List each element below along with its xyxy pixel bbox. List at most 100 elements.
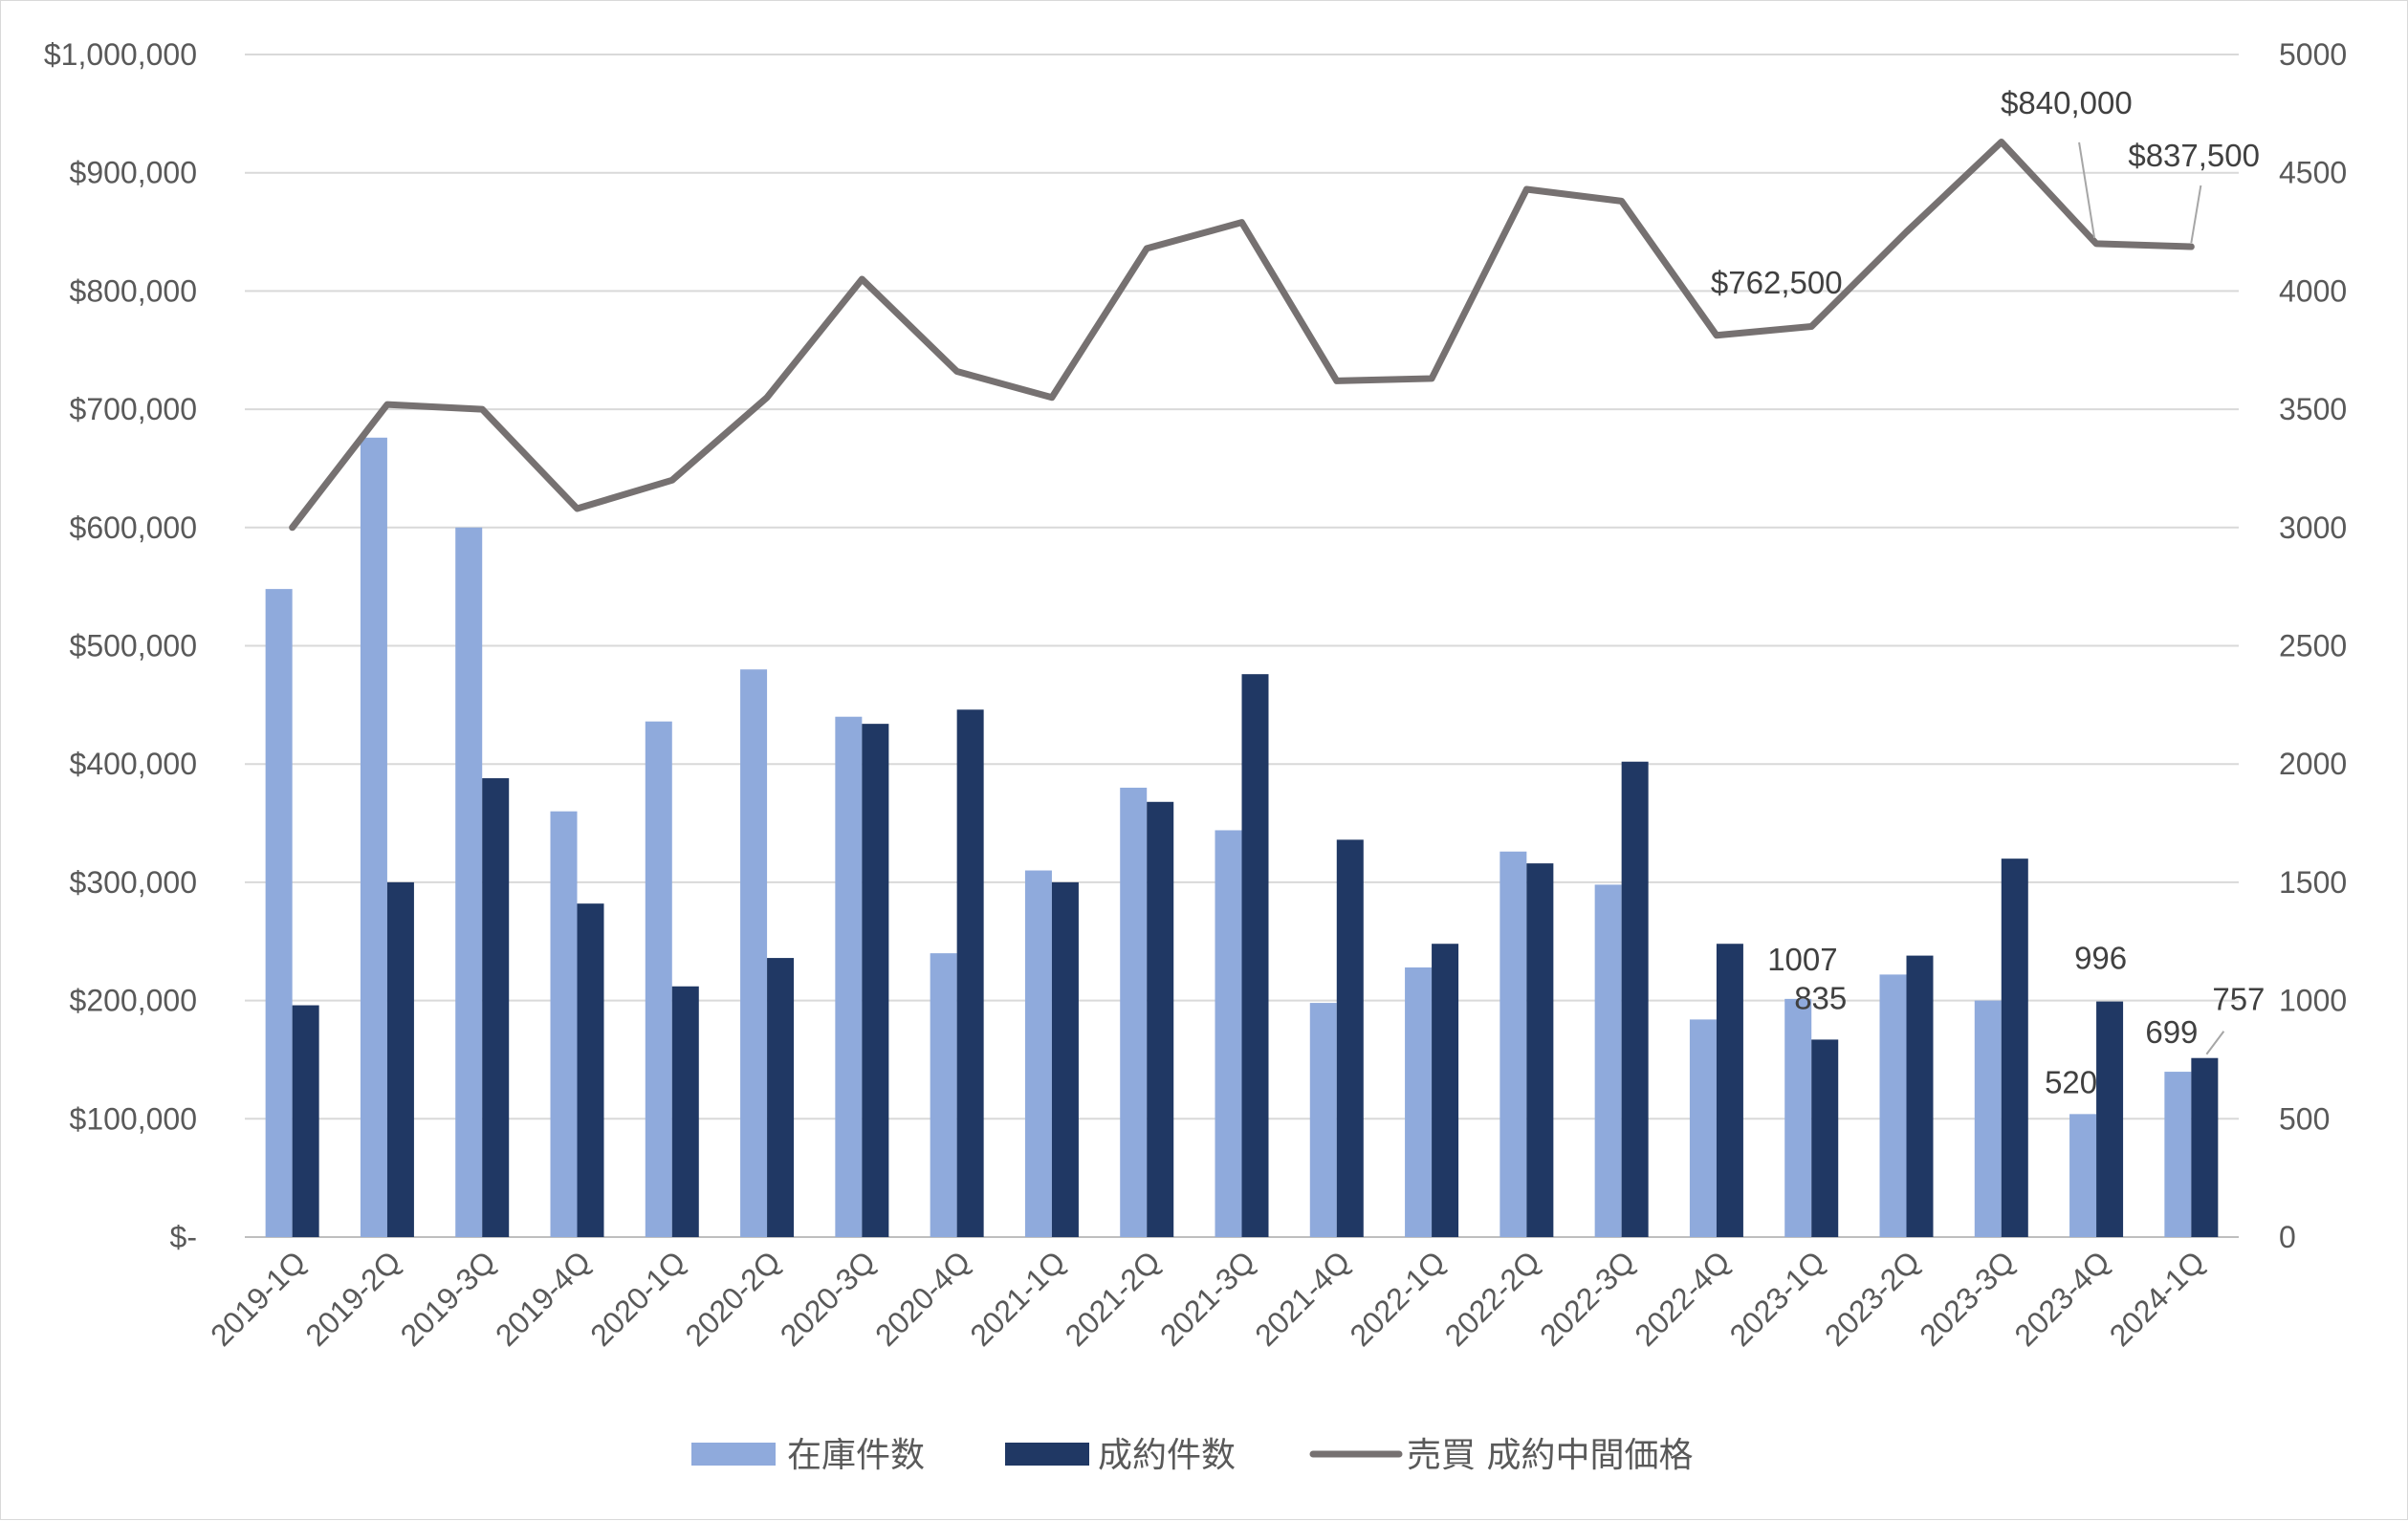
right-tick-label: 0	[2279, 1220, 2296, 1254]
data-label: 699	[2145, 1014, 2198, 1050]
x-tick-label: 2022-1Q	[1344, 1244, 1453, 1353]
bar-inventory-2019-3Q	[455, 527, 483, 1237]
x-tick-label: 2019-2Q	[298, 1244, 407, 1353]
legend-swatch	[691, 1443, 776, 1466]
x-tick-label: 2023-1Q	[1723, 1244, 1832, 1353]
price-point-2022-1Q	[1430, 377, 1434, 380]
price-point-2021-2Q	[1145, 247, 1149, 250]
x-axis-ticks: 2019-1Q2019-2Q2019-3Q2019-4Q2020-1Q2020-…	[204, 1244, 2211, 1353]
x-tick-label: 2021-2Q	[1059, 1244, 1168, 1353]
price-point-2023-2Q	[1905, 230, 1908, 234]
x-tick-label: 2023-2Q	[1818, 1244, 1927, 1353]
data-label: 835	[1794, 980, 1847, 1015]
bar-inventory-2021-3Q	[1215, 830, 1242, 1237]
right-axis-ticks: 0 500 1000 1500 2000 2500 3000 3500 4000 4500 5000	[2279, 37, 2347, 1254]
price-point-2019-4Q	[576, 507, 579, 511]
x-tick-label: 2024-1Q	[2103, 1244, 2212, 1353]
x-tick-label: 2021-1Q	[963, 1244, 1072, 1353]
left-axis-ticks: $- $100,000 $200,000 $300,000 $400,000 $500,0…	[44, 37, 197, 1254]
bar-inventory-2023-2Q	[1879, 974, 1907, 1237]
bar-inventory-2022-2Q	[1500, 851, 1527, 1237]
right-tick-label: 4500	[2279, 156, 2347, 190]
price-point-2022-2Q	[1524, 187, 1528, 191]
price-point-2020-4Q	[955, 370, 959, 374]
leader-line	[2078, 141, 2096, 239]
bar-inventory-2024-1Q	[2164, 1072, 2192, 1237]
legend-label: 在庫件数	[787, 1436, 925, 1475]
price-point-2019-3Q	[480, 407, 484, 411]
bar-sold-2021-1Q	[1051, 881, 1079, 1237]
x-tick-label: 2019-4Q	[489, 1244, 598, 1353]
price-point-2019-1Q	[291, 526, 295, 530]
bar-series	[265, 437, 2219, 1238]
bar-inventory-2019-4Q	[550, 811, 578, 1237]
bar-sold-2022-1Q	[1432, 944, 1459, 1237]
x-tick-label: 2019-1Q	[204, 1244, 313, 1353]
bar-inventory-2022-1Q	[1405, 967, 1433, 1237]
left-tick-label: $600,000	[70, 511, 197, 545]
bar-sold-2024-1Q	[2191, 1057, 2219, 1237]
right-tick-label: 4000	[2279, 273, 2347, 308]
legend: 在庫件数 成約件数 売買 成約中間価格	[691, 1436, 1693, 1475]
left-tick-label: $900,000	[70, 156, 197, 190]
data-label: 996	[2074, 941, 2127, 976]
price-point-2020-1Q	[670, 478, 674, 482]
bar-sold-2021-2Q	[1147, 801, 1174, 1237]
data-label: 520	[2045, 1064, 2097, 1099]
x-tick-label: 2020-4Q	[868, 1244, 977, 1353]
x-tick-label: 2020-2Q	[679, 1244, 788, 1353]
bar-sold-2023-2Q	[1906, 955, 1934, 1237]
bar-sold-2020-3Q	[862, 724, 889, 1237]
bar-inventory-2020-1Q	[645, 721, 672, 1237]
bar-inventory-2022-4Q	[1689, 1019, 1717, 1237]
bar-sold-2023-4Q	[2096, 1001, 2124, 1237]
bar-sold-2019-4Q	[577, 903, 604, 1237]
line-series	[289, 139, 2195, 532]
bar-inventory-2019-1Q	[265, 589, 293, 1237]
x-tick-label: 2023-3Q	[1913, 1244, 2022, 1353]
x-tick-label: 2022-4Q	[1628, 1244, 1737, 1353]
x-tick-label: 2021-4Q	[1248, 1244, 1357, 1353]
bar-inventory-2023-3Q	[1974, 1000, 2002, 1237]
bar-inventory-2020-2Q	[740, 669, 768, 1237]
price-point-2023-3Q	[2000, 141, 2003, 144]
data-label: $837,500	[2128, 138, 2260, 173]
legend-label: 売買 成約中間価格	[1407, 1436, 1693, 1475]
price-point-2023-4Q	[2094, 242, 2098, 246]
data-label: 757	[2212, 982, 2265, 1017]
right-tick-label: 5000	[2279, 37, 2347, 72]
legend-label: 成約件数	[1098, 1436, 1236, 1475]
bar-sold-2022-3Q	[1621, 761, 1649, 1237]
left-tick-label: $300,000	[70, 865, 197, 900]
bar-inventory-2020-3Q	[835, 716, 863, 1237]
right-tick-label: 1000	[2279, 984, 2347, 1018]
bar-sold-2020-1Q	[671, 986, 699, 1237]
left-tick-label: $-	[170, 1220, 197, 1254]
x-tick-label: 2019-3Q	[394, 1244, 503, 1353]
data-label: 1007	[1767, 942, 1837, 977]
bar-sold-2022-2Q	[1526, 863, 1554, 1237]
x-tick-label: 2021-3Q	[1153, 1244, 1262, 1353]
bar-inventory-2021-2Q	[1120, 787, 1148, 1237]
bar-inventory-2023-1Q	[1784, 998, 1812, 1237]
bar-sold-2021-3Q	[1241, 674, 1269, 1237]
left-tick-label: $500,000	[70, 629, 197, 663]
x-tick-label: 2020-3Q	[774, 1244, 883, 1353]
bar-sold-2020-4Q	[956, 709, 984, 1237]
data-label: $840,000	[2001, 85, 2133, 120]
price-point-2022-3Q	[1620, 199, 1624, 203]
price-point-2020-2Q	[765, 396, 769, 400]
bar-sold-2021-4Q	[1336, 839, 1364, 1237]
leader-line	[2205, 1031, 2225, 1055]
bar-sold-2022-4Q	[1716, 944, 1743, 1237]
price-point-2019-2Q	[385, 402, 389, 406]
left-tick-label: $800,000	[70, 273, 197, 308]
price-point-2023-1Q	[1809, 325, 1813, 329]
bar-sold-2023-1Q	[1811, 1039, 1839, 1237]
bar-sold-2019-1Q	[292, 1005, 319, 1237]
data-label: $762,500	[1711, 265, 1843, 300]
x-tick-label: 2023-4Q	[2008, 1244, 2117, 1353]
